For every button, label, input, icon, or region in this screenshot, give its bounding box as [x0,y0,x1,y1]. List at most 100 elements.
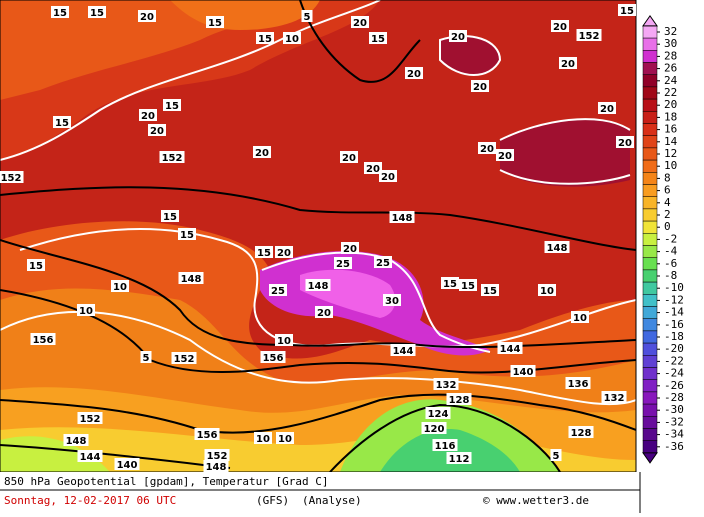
contour-label-box [551,20,569,32]
contour-label-box [253,146,271,158]
colorbar-swatch [642,318,658,332]
colorbar-label: -6 [664,257,677,270]
contour-label: 5 [304,12,311,23]
colorbar-swatch [642,342,658,356]
colorbar-label: 28 [664,49,677,62]
contour-label-box [544,241,570,253]
contour-label: 156 [263,353,284,364]
contour-label: 15 [483,286,497,297]
contour-label: 148 [66,436,87,447]
contour-label-box [88,6,106,18]
colorbar-label: -22 [664,354,684,367]
contour-label-box [565,377,591,389]
contour-label: 10 [79,306,93,317]
colorbar-swatch [642,281,658,295]
colorbar-label: 2 [664,208,671,221]
contour-label-box [432,439,458,451]
contour-label: 5 [553,451,560,462]
contour-label: 152 [1,173,22,184]
contour-label-box [77,304,95,316]
colorbar-swatch [642,208,658,222]
contour-label: 30 [385,296,399,307]
map-run: (Analyse) [302,494,362,507]
colorbar-label: 16 [664,123,677,136]
colorbar-swatch [642,245,658,258]
colorbar-label: -20 [664,342,684,355]
contour-label-box [471,80,489,92]
contour-label: 152 [80,414,101,425]
map-credit: © www.wetter3.de [483,494,589,507]
contour-label: 20 [255,148,269,159]
contour-label-box [383,294,401,306]
contour-label: 10 [540,286,554,297]
contour-label: 156 [197,430,218,441]
colorbar-label: -18 [664,330,684,343]
colorbar-swatch [642,86,658,100]
contour-label-box [446,393,472,405]
contour-label: 144 [393,346,414,357]
contour-label: 20 [141,111,155,122]
colorbar-swatch [642,391,658,405]
contour-label-box [618,4,636,16]
contour-label-box [77,412,103,424]
contour-label-box [203,460,229,472]
colorbar-swatch [642,123,658,136]
contour-label: 144 [80,452,101,463]
colorbar-swatch [642,159,658,173]
contour-label-box [171,352,197,364]
contour-label: 20 [343,244,357,255]
contour-label-box [255,246,273,258]
contour-label: 128 [571,428,592,439]
contour-label-box [276,432,294,444]
contour-label-box [550,449,562,461]
height-contours [0,0,636,472]
contour-label: 152 [174,354,195,365]
colorbar-swatch [642,220,658,234]
contour-label: 20 [277,248,291,259]
contour-label: 140 [117,460,138,471]
map-model: (GFS) [256,494,289,507]
colorbar-swatch [642,147,658,161]
contour-label-box [260,351,286,363]
colorbar-label: -26 [664,379,684,392]
contour-label-box [340,151,358,163]
colorbar-swatch [642,367,658,380]
contour-label: 20 [140,12,154,23]
colorbar-swatch [642,428,658,441]
colorbar-swatch [642,269,658,283]
contour-label-box [369,32,387,44]
contour-label: 148 [181,274,202,285]
contour-label-box [269,284,287,296]
contour-label: 132 [604,393,625,404]
contour-label: 152 [207,451,228,462]
contour-label: 10 [278,434,292,445]
contour-label-box [275,246,293,258]
contour-label-box [27,259,45,271]
colorbar-swatch [642,416,658,429]
contour-label: 112 [449,454,470,465]
colorbar-label: 4 [664,196,671,209]
contour-label-box [433,378,459,390]
contour-label-box [148,124,166,136]
map-title: 850 hPa Geopotential [gpdam], Temperatur… [4,475,329,488]
contour-label-box [178,228,196,240]
map-date: Sonntag, 12-02-2017 06 UTC [4,494,176,507]
contour-label: 20 [342,153,356,164]
contour-label-box [571,311,589,323]
colorbar-swatch [642,233,658,246]
colorbar-swatch [642,62,658,75]
contour-label: 20 [381,172,395,183]
contour-label-box [334,257,352,269]
contour-label-box [390,344,416,356]
contour-label: 120 [424,424,445,435]
contour-label-box [159,151,185,163]
contour-label-box [53,116,71,128]
colorbar-swatch [642,98,658,112]
contour-label-box [459,279,477,291]
contour-label-box [138,10,156,22]
contour-label: 156 [33,335,54,346]
contour-label-box [30,333,56,345]
contour-label-box [140,351,152,363]
contour-label-box [559,57,577,69]
colorbar-swatch [642,330,658,344]
